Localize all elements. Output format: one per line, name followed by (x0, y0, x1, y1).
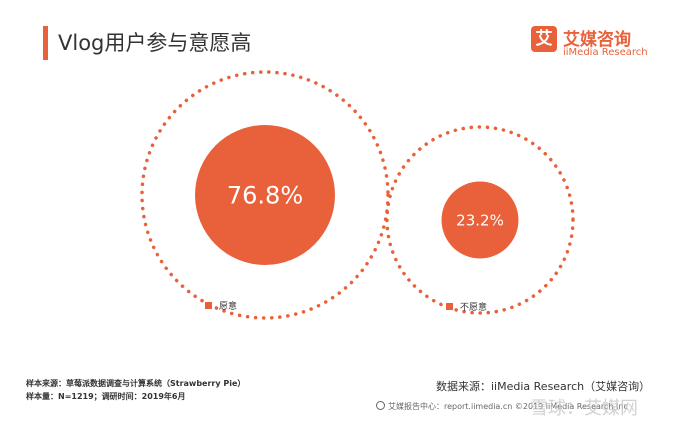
logo-name-en: iiMedia Research (563, 47, 648, 58)
report-center-link: 艾媒报告中心：report.iimedia.cn ©2019 iiMedia R… (376, 401, 628, 412)
logo-mark-icon: 艾 (531, 26, 557, 52)
bubble-0 (195, 125, 335, 265)
bubble-1 (441, 181, 519, 259)
legend-swatch-1 (446, 303, 453, 310)
legend-label-1: 不愿意 (460, 301, 487, 313)
watermark: 雪球：艾媒网 (530, 398, 638, 419)
bubble-ring-0 (140, 70, 390, 320)
bubble-value-label-1: 23.2% (456, 211, 504, 229)
legend-label-0: 愿意 (219, 300, 237, 312)
logo-name-cn: 艾媒咨询 (563, 30, 631, 50)
legend-swatch-0 (205, 302, 212, 309)
bubble-ring-1 (385, 125, 575, 315)
globe-icon (376, 401, 385, 410)
report-center-text: 艾媒报告中心：report.iimedia.cn ©2019 iiMedia R… (388, 402, 628, 411)
page-title: Vlog用户参与意愿高 (58, 31, 252, 55)
sample-size-note: 样本量：N=1219；调研时间：2019年6月 (26, 392, 186, 401)
iimedia-logo: 艾 艾媒咨询 iiMedia Research (531, 26, 661, 62)
bubble-value-label-0: 76.8% (227, 181, 303, 209)
data-source-note: 数据来源：iiMedia Research（艾媒咨询） (436, 380, 651, 393)
sample-source-note: 样本来源：草莓派数据调查与计算系统（Strawberry Pie） (26, 379, 246, 388)
title-accent-bar (43, 26, 48, 60)
